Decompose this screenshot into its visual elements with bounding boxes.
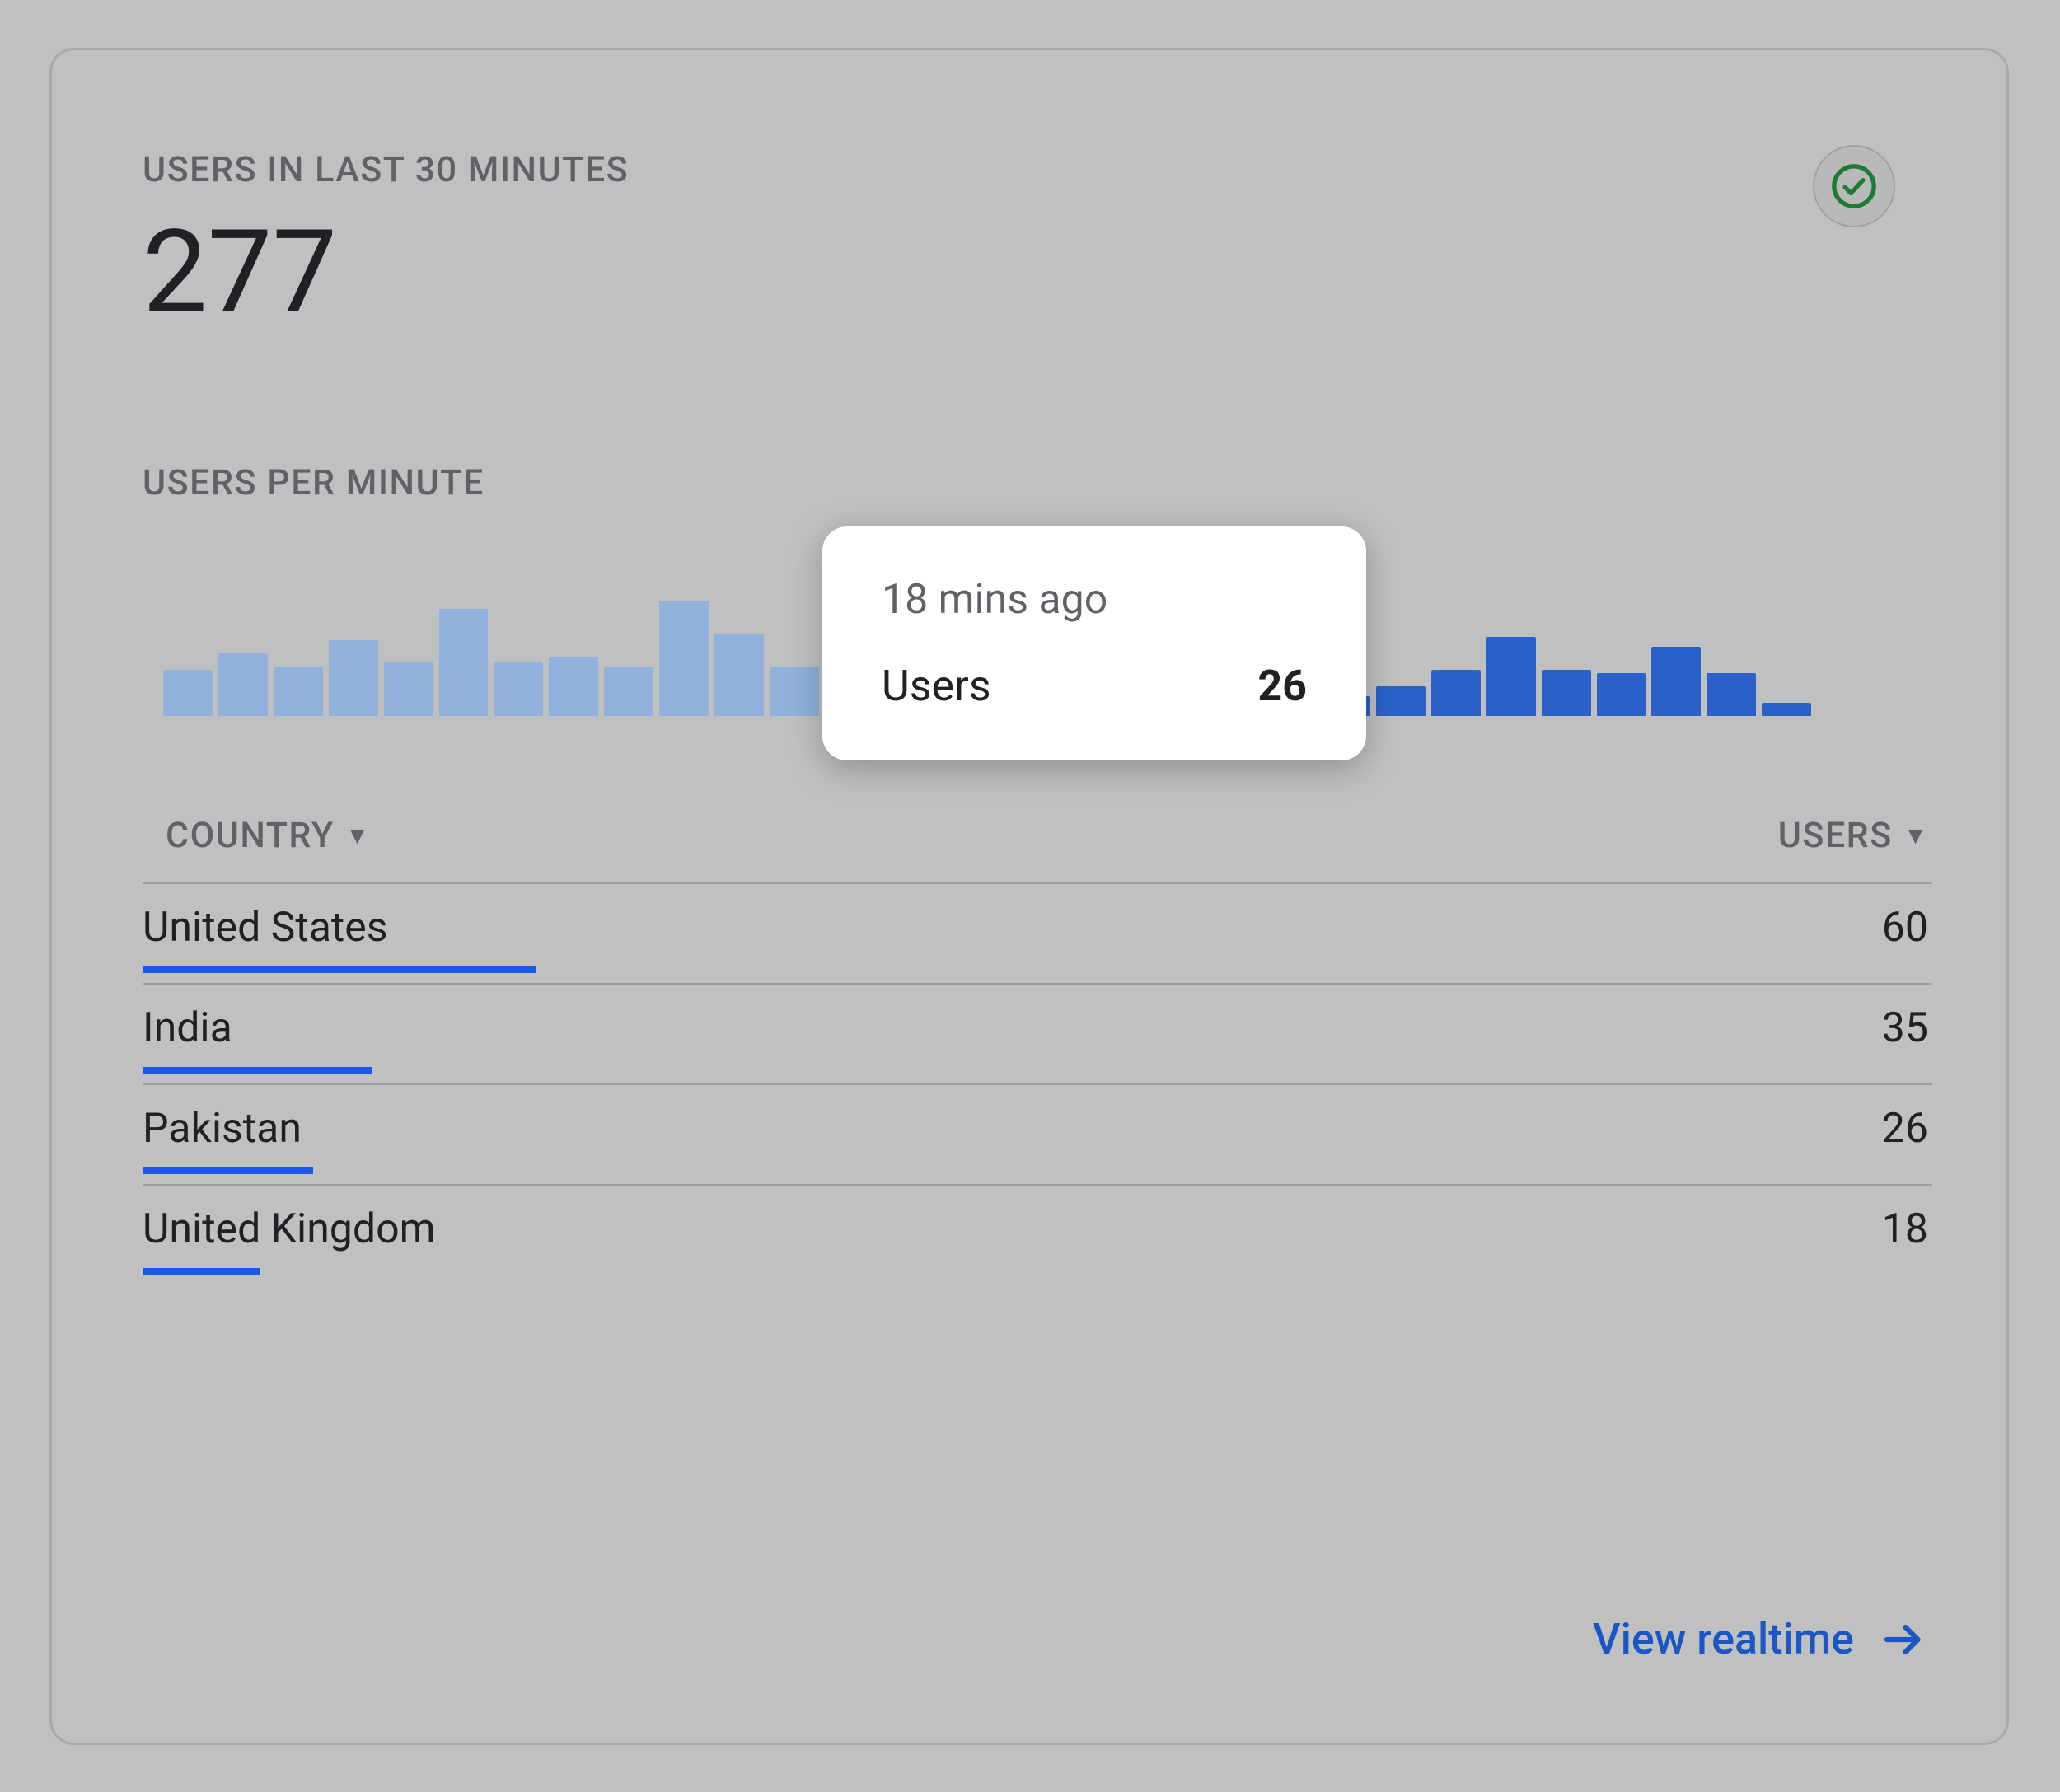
row-bar-track — [143, 1167, 1928, 1174]
tooltip-time: 18 mins ago — [882, 576, 1307, 624]
country-header-label: COUNTRY — [166, 815, 335, 856]
row-bar — [143, 1067, 372, 1074]
chart-bar[interactable] — [1651, 647, 1701, 716]
chart-bar[interactable] — [329, 640, 378, 716]
row-value: 60 — [1882, 904, 1928, 952]
country-table: COUNTRY ▼ USERS ▼ United States 60 India 35… — [143, 815, 1932, 1275]
title-block: USERS IN LAST 30 MINUTES 277 — [143, 149, 629, 330]
users-count: 277 — [143, 215, 629, 330]
chart-bar[interactable] — [274, 667, 323, 716]
check-icon — [1830, 162, 1878, 210]
table-row[interactable]: Pakistan 26 — [143, 1085, 1932, 1186]
header-row: USERS IN LAST 30 MINUTES 277 — [143, 149, 1932, 330]
chart-bar[interactable] — [1542, 670, 1591, 716]
caret-down-icon: ▼ — [1904, 822, 1928, 849]
table-body: United States 60 India 35 Pakistan 26 United K… — [143, 884, 1932, 1275]
row-value: 35 — [1882, 1004, 1928, 1052]
row-country: India — [143, 1004, 232, 1052]
country-header[interactable]: COUNTRY ▼ — [166, 815, 370, 856]
chart-bar[interactable] — [604, 667, 653, 716]
row-bar — [143, 966, 536, 973]
row-country: Pakistan — [143, 1105, 302, 1153]
realtime-card: USERS IN LAST 30 MINUTES 277 USERS PER M… — [49, 48, 2009, 1745]
caret-down-icon: ▼ — [346, 822, 370, 849]
chart-bar[interactable] — [549, 657, 598, 716]
chart-bar[interactable] — [439, 609, 489, 716]
view-realtime-label: View realtime — [1593, 1614, 1854, 1664]
chart-bar[interactable] — [1376, 686, 1426, 716]
chart-bar[interactable] — [218, 653, 268, 716]
row-country: United States — [143, 904, 388, 952]
row-value: 18 — [1882, 1205, 1928, 1253]
row-bar-track — [143, 1067, 1928, 1074]
tooltip-value: 26 — [1257, 661, 1307, 711]
chart-bar[interactable] — [1486, 637, 1536, 716]
arrow-right-icon — [1879, 1615, 1928, 1664]
chart-wrap: 18 mins ago Users 26 — [163, 551, 1811, 720]
row-bar — [143, 1268, 260, 1275]
users-header[interactable]: USERS ▼ — [1778, 815, 1928, 856]
chart-bar[interactable] — [1597, 673, 1646, 716]
chart-tooltip: 18 mins ago Users 26 — [822, 526, 1366, 760]
row-bar-track — [143, 966, 1928, 973]
chart-bar[interactable] — [714, 634, 764, 716]
chart-bar[interactable] — [1431, 670, 1481, 716]
users-header-label: USERS — [1778, 815, 1893, 856]
view-realtime-link[interactable]: View realtime — [1593, 1614, 1928, 1664]
users-last-30-label: USERS IN LAST 30 MINUTES — [143, 149, 629, 190]
table-row[interactable]: India 35 — [143, 985, 1932, 1085]
chart-bar[interactable] — [770, 667, 819, 716]
chart-bar[interactable] — [163, 670, 213, 716]
chart-bar[interactable] — [1762, 703, 1811, 716]
users-per-minute-label: USERS PER MINUTE — [143, 462, 1932, 503]
row-value: 26 — [1882, 1105, 1928, 1153]
row-bar-track — [143, 1268, 1928, 1275]
table-row[interactable]: United Kingdom 18 — [143, 1186, 1932, 1275]
users-per-minute-section: USERS PER MINUTE 18 mins ago Users 26 — [143, 462, 1932, 720]
row-bar — [143, 1167, 313, 1174]
chart-bar[interactable] — [659, 601, 709, 716]
header-icons — [1813, 145, 1932, 227]
tooltip-row: Users 26 — [882, 661, 1307, 711]
table-header: COUNTRY ▼ USERS ▼ — [143, 815, 1932, 884]
chart-bar[interactable] — [1707, 673, 1756, 716]
tooltip-label: Users — [882, 661, 991, 711]
table-row[interactable]: United States 60 — [143, 884, 1932, 985]
row-country: United Kingdom — [143, 1205, 435, 1253]
chart-bar[interactable] — [494, 662, 543, 716]
status-check-button[interactable] — [1813, 145, 1895, 227]
chart-bar[interactable] — [384, 662, 433, 716]
